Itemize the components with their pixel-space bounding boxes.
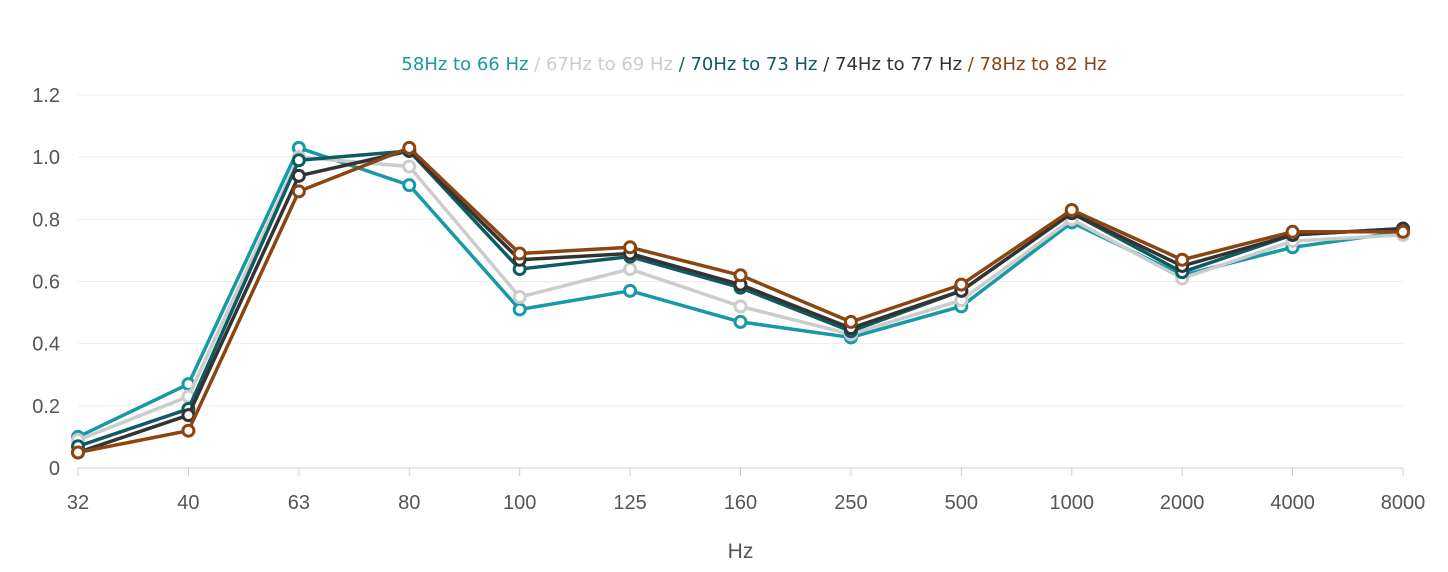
- x-tick-label: 100: [503, 492, 536, 514]
- x-tick-label: 80: [398, 492, 420, 514]
- series-line: [77, 155, 1404, 442]
- y-tick-label: 0.2: [32, 396, 60, 418]
- data-point[interactable]: [733, 299, 748, 314]
- data-point[interactable]: [843, 314, 858, 329]
- y-tick-label: 0: [49, 458, 60, 480]
- data-point[interactable]: [402, 140, 417, 155]
- data-point[interactable]: [71, 445, 85, 460]
- legend-item-74-77[interactable]: 74Hz to 77 Hz: [835, 54, 963, 75]
- y-tick-label: 0.4: [32, 334, 60, 356]
- data-point[interactable]: [402, 178, 417, 193]
- x-tick-label: 500: [945, 492, 978, 514]
- data-point[interactable]: [512, 302, 527, 317]
- x-tick-label: 160: [724, 492, 757, 514]
- data-point[interactable]: [291, 153, 306, 168]
- legend-item-58-66[interactable]: 58Hz to 66 Hz: [401, 54, 529, 75]
- data-point[interactable]: [733, 268, 748, 283]
- data-point[interactable]: [623, 262, 638, 277]
- x-tick-label: 125: [613, 492, 646, 514]
- legend-separator: /: [817, 54, 836, 75]
- data-point[interactable]: [1396, 224, 1410, 239]
- series-4: [71, 140, 1410, 460]
- x-tick-label: 40: [177, 492, 199, 514]
- y-tick-label: 0.8: [32, 209, 60, 231]
- x-tick-label: 2000: [1160, 492, 1205, 514]
- x-tick-label: 4000: [1270, 492, 1315, 514]
- legend-separator: /: [528, 54, 546, 75]
- x-tick-label: 8000: [1381, 492, 1426, 514]
- data-point[interactable]: [402, 159, 417, 174]
- legend-item-70-73[interactable]: 70Hz to 73 Hz: [690, 54, 818, 75]
- data-point[interactable]: [512, 246, 527, 261]
- legend: 58Hz to 66 Hz / 67Hz to 69 Hz / 70Hz to …: [0, 54, 1448, 75]
- data-point[interactable]: [291, 184, 306, 199]
- data-point[interactable]: [512, 290, 527, 305]
- data-point[interactable]: [291, 168, 306, 183]
- legend-item-78-82[interactable]: 78Hz to 82 Hz: [979, 54, 1107, 75]
- legend-separator: /: [672, 54, 691, 75]
- data-point[interactable]: [1064, 203, 1079, 218]
- x-axis-title: Hz: [728, 540, 754, 563]
- data-point[interactable]: [1285, 224, 1300, 239]
- data-point[interactable]: [733, 314, 748, 329]
- data-point[interactable]: [1175, 252, 1190, 267]
- series-1: [71, 150, 1410, 448]
- legend-separator: /: [962, 54, 980, 75]
- y-tick-label: 1.2: [32, 85, 60, 107]
- data-point[interactable]: [954, 277, 969, 292]
- y-tick-label: 1.0: [32, 147, 60, 169]
- data-point[interactable]: [623, 240, 638, 255]
- data-point[interactable]: [623, 283, 638, 298]
- y-tick-label: 0.6: [32, 272, 60, 294]
- legend-item-67-69[interactable]: 67Hz to 69 Hz: [545, 54, 673, 75]
- x-tick-label: 63: [288, 492, 310, 514]
- data-point[interactable]: [181, 423, 196, 438]
- x-tick-label: 1000: [1050, 492, 1095, 514]
- x-tick-label: 32: [67, 492, 89, 514]
- x-tick-label: 250: [834, 492, 867, 514]
